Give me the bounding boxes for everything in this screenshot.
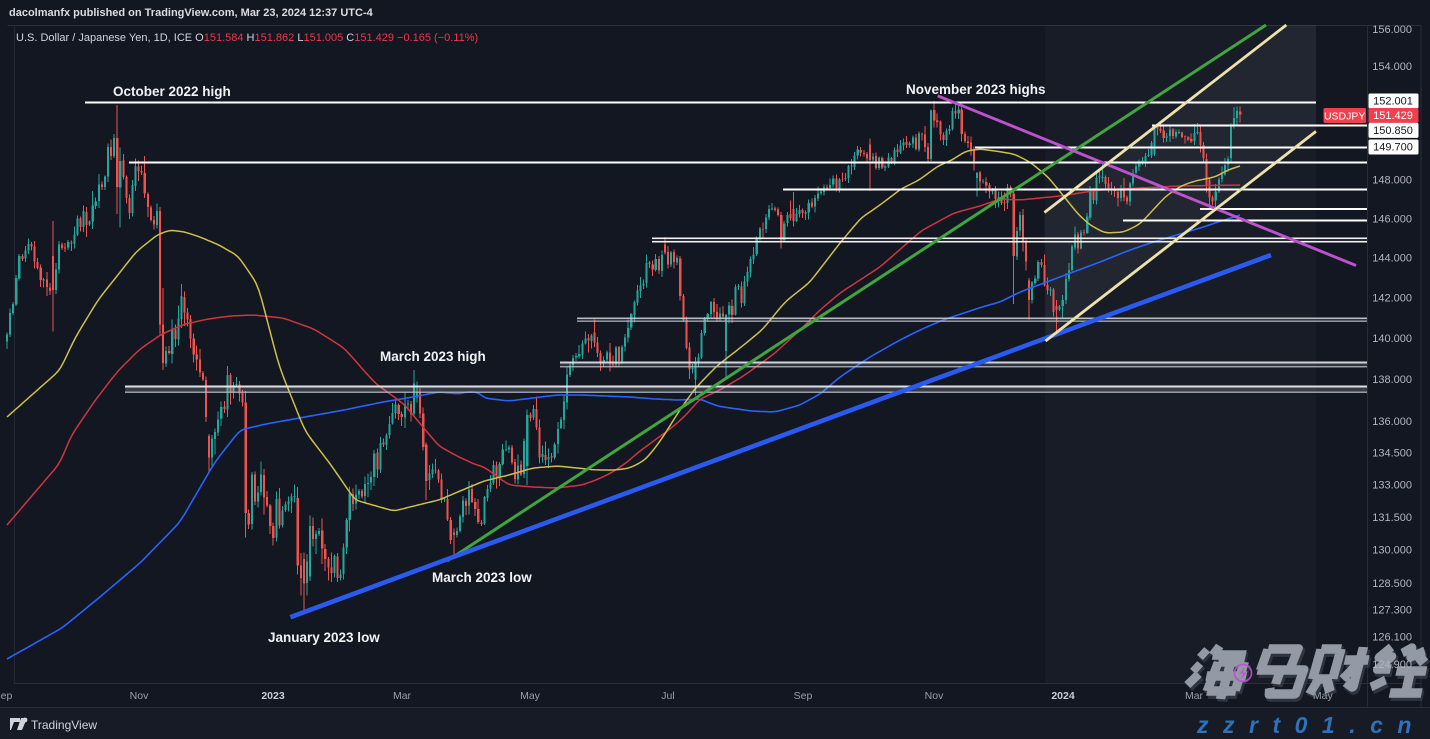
svg-text:USDJPY: USDJPY (1324, 111, 1365, 123)
svg-text:151.429: 151.429 (1373, 110, 1413, 122)
svg-text:Sep: Sep (0, 690, 12, 702)
svg-text:March 2023 high: March 2023 high (380, 349, 486, 364)
svg-text:144.000: 144.000 (1372, 253, 1412, 265)
svg-text:134.500: 134.500 (1372, 448, 1412, 460)
svg-text:133.000: 133.000 (1372, 480, 1412, 492)
svg-text:dacolmanfx published on Tradin: dacolmanfx published on TradingView.com,… (9, 7, 374, 19)
svg-text:146.000: 146.000 (1372, 213, 1412, 225)
svg-text:Mar: Mar (1185, 690, 1204, 702)
svg-text:Nov: Nov (925, 690, 944, 702)
svg-text:156.000: 156.000 (1372, 24, 1412, 36)
svg-text:150.850: 150.850 (1373, 125, 1413, 137)
svg-text:Mar: Mar (393, 690, 412, 702)
svg-text:October 2022 high: October 2022 high (113, 84, 231, 99)
svg-text:154.000: 154.000 (1372, 61, 1412, 73)
svg-text:Nov: Nov (130, 690, 149, 702)
svg-text:May: May (1313, 690, 1334, 702)
svg-text:140.000: 140.000 (1372, 333, 1412, 345)
svg-text:126.100: 126.100 (1372, 632, 1412, 644)
svg-text:March 2023 low: March 2023 low (432, 570, 532, 585)
svg-text:131.500: 131.500 (1372, 512, 1412, 524)
svg-text:128.500: 128.500 (1372, 578, 1412, 590)
svg-text:130.000: 130.000 (1372, 545, 1412, 557)
svg-text:138.000: 138.000 (1372, 374, 1412, 386)
svg-text:U.S. Dollar / Japanese Yen, 1D: U.S. Dollar / Japanese Yen, 1D, ICE O151… (16, 32, 478, 44)
svg-text:zzrt01.cn: zzrt01.cn (1196, 712, 1426, 738)
svg-text:Jul: Jul (661, 690, 674, 702)
svg-text:2023: 2023 (261, 690, 285, 702)
svg-text:Sep: Sep (794, 690, 813, 702)
svg-text:May: May (520, 690, 541, 702)
svg-text:TradingView: TradingView (31, 718, 97, 732)
svg-text:November 2023 highs: November 2023 highs (906, 82, 1046, 97)
svg-text:January 2023 low: January 2023 low (268, 630, 380, 645)
svg-text:152.001: 152.001 (1373, 96, 1413, 108)
svg-text:148.000: 148.000 (1372, 175, 1412, 187)
svg-text:124.900: 124.900 (1372, 659, 1412, 671)
svg-text:2024: 2024 (1051, 690, 1075, 702)
svg-text:136.000: 136.000 (1372, 416, 1412, 428)
svg-text:142.000: 142.000 (1372, 293, 1412, 305)
svg-text:127.300: 127.300 (1372, 605, 1412, 617)
svg-text:149.700: 149.700 (1373, 142, 1413, 154)
